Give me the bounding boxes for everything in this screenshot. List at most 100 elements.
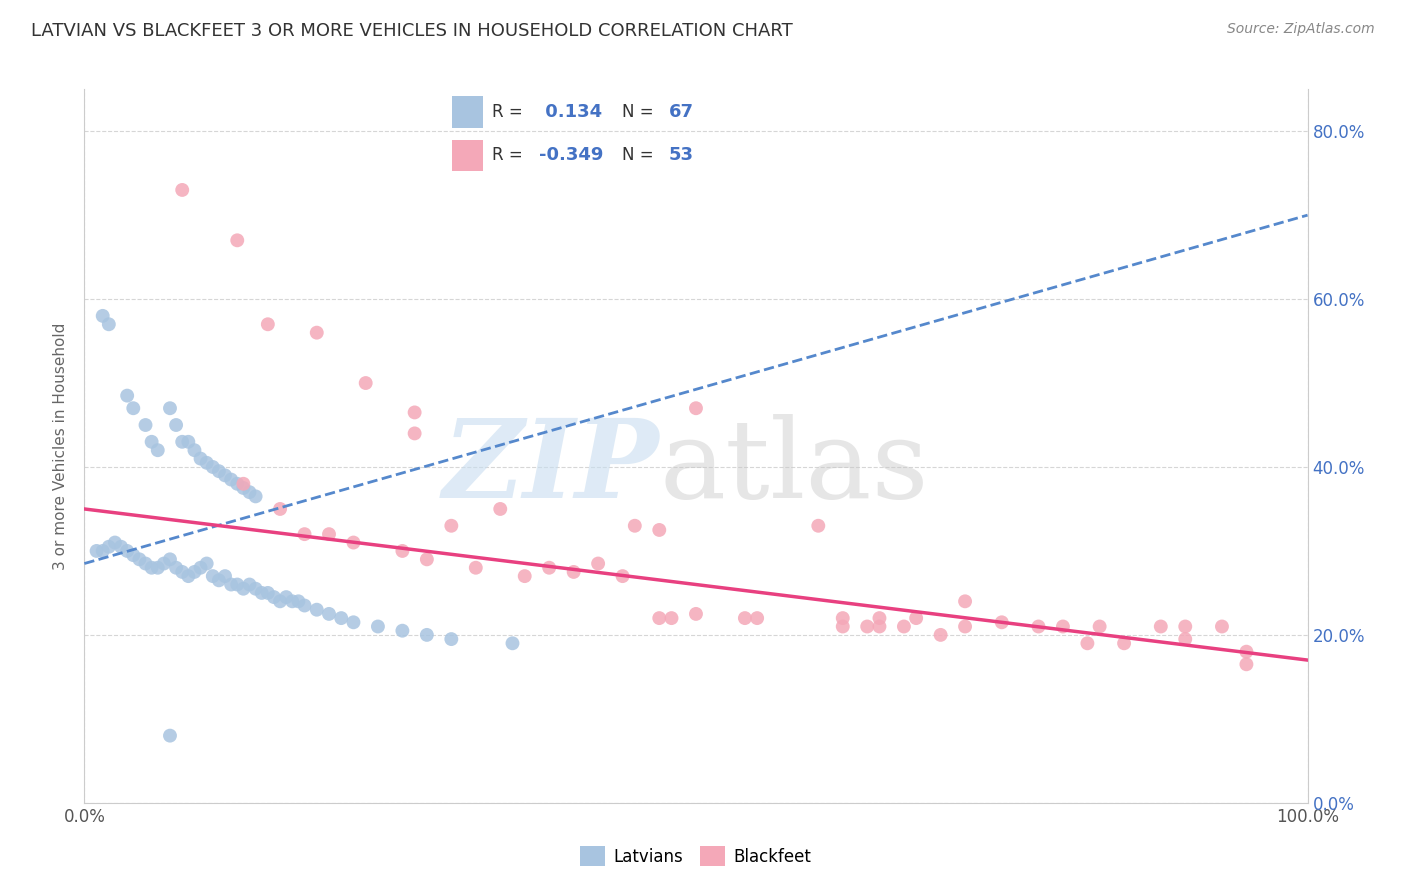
Point	[991, 615, 1014, 630]
Point	[513, 569, 536, 583]
Text: -0.349: -0.349	[538, 146, 603, 164]
Point	[807, 518, 830, 533]
Point	[416, 628, 439, 642]
Point	[1174, 619, 1197, 633]
Point	[342, 535, 364, 549]
Point	[190, 560, 212, 574]
Point	[305, 326, 328, 340]
Legend: Latvians, Blackfeet: Latvians, Blackfeet	[574, 839, 818, 873]
Point	[208, 574, 231, 588]
Point	[201, 460, 224, 475]
Point	[86, 544, 108, 558]
Point	[1076, 636, 1098, 650]
Y-axis label: 3 or more Vehicles in Household: 3 or more Vehicles in Household	[53, 322, 69, 570]
Point	[141, 434, 163, 449]
Point	[330, 611, 353, 625]
Point	[1114, 636, 1136, 650]
Point	[135, 417, 157, 432]
Point	[391, 624, 413, 638]
Point	[115, 389, 138, 403]
Point	[831, 611, 853, 625]
Text: R =: R =	[492, 103, 529, 121]
Text: 0.134: 0.134	[538, 103, 602, 121]
Point	[165, 560, 187, 574]
Point	[195, 557, 218, 571]
Text: 67: 67	[669, 103, 693, 121]
Point	[1174, 632, 1197, 646]
Point	[1236, 657, 1258, 672]
Point	[489, 502, 512, 516]
Point	[562, 565, 585, 579]
Point	[190, 451, 212, 466]
Text: Source: ZipAtlas.com: Source: ZipAtlas.com	[1227, 22, 1375, 37]
Point	[305, 603, 328, 617]
Point	[219, 473, 242, 487]
Point	[269, 502, 291, 516]
Point	[214, 569, 236, 583]
Point	[342, 615, 364, 630]
Text: 53: 53	[669, 146, 693, 164]
Point	[685, 607, 707, 621]
Point	[238, 485, 260, 500]
Point	[905, 611, 928, 625]
Point	[404, 405, 426, 419]
Point	[128, 552, 150, 566]
Point	[624, 518, 647, 533]
Bar	[453, 140, 484, 171]
Point	[869, 611, 891, 625]
Point	[953, 619, 976, 633]
Point	[214, 468, 236, 483]
Point	[869, 619, 891, 633]
Point	[104, 535, 127, 549]
Point	[177, 569, 200, 583]
Point	[159, 552, 181, 566]
Point	[1028, 619, 1050, 633]
Point	[97, 540, 120, 554]
Point	[1236, 645, 1258, 659]
Point	[318, 527, 340, 541]
Point	[232, 476, 254, 491]
Point	[464, 560, 486, 574]
Point	[294, 599, 316, 613]
Text: ZIP: ZIP	[443, 414, 659, 521]
Point	[122, 548, 145, 562]
Point	[165, 417, 187, 432]
Point	[91, 309, 114, 323]
Point	[159, 729, 181, 743]
Text: R =: R =	[492, 146, 529, 164]
Point	[257, 318, 280, 332]
Point	[172, 183, 194, 197]
Point	[263, 590, 285, 604]
Point	[1088, 619, 1111, 633]
Point	[232, 481, 254, 495]
Point	[135, 557, 157, 571]
Point	[183, 565, 205, 579]
Point	[1150, 619, 1173, 633]
Point	[172, 434, 194, 449]
Point	[201, 569, 224, 583]
Point	[612, 569, 634, 583]
Point	[367, 619, 389, 633]
Text: atlas: atlas	[659, 414, 929, 521]
Point	[685, 401, 707, 416]
Point	[250, 586, 273, 600]
Point	[159, 401, 181, 416]
Point	[747, 611, 769, 625]
Point	[648, 523, 671, 537]
Point	[226, 476, 249, 491]
Point	[115, 544, 138, 558]
Point	[195, 456, 218, 470]
Point	[831, 619, 853, 633]
Point	[318, 607, 340, 621]
Point	[226, 233, 249, 247]
Point	[440, 632, 463, 646]
Point	[1211, 619, 1233, 633]
Point	[953, 594, 976, 608]
Point	[586, 557, 609, 571]
Point	[232, 582, 254, 596]
Point	[208, 464, 231, 478]
Point	[245, 489, 267, 503]
Point	[141, 560, 163, 574]
Point	[391, 544, 413, 558]
Point	[929, 628, 952, 642]
